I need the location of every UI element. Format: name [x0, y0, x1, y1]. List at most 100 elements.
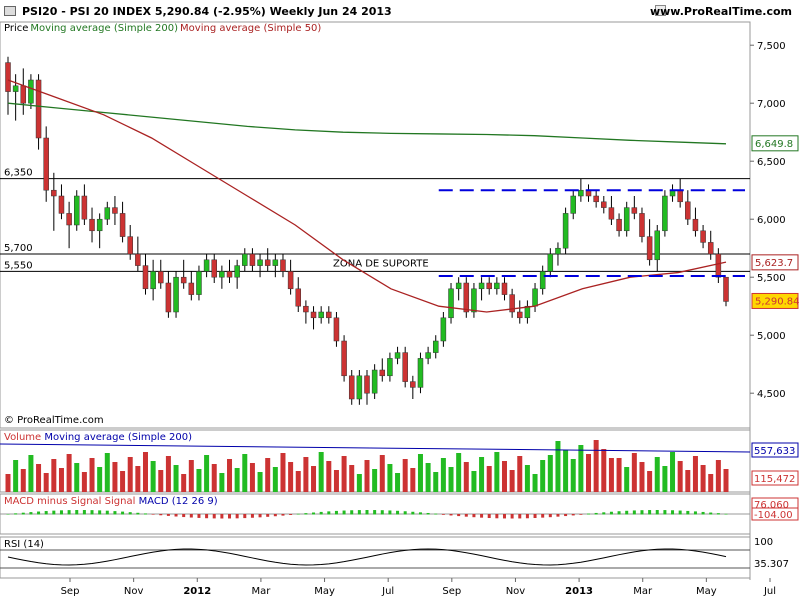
macd-bar — [235, 514, 239, 519]
macd-bar — [250, 514, 254, 518]
candle-body — [432, 340, 439, 353]
volume-bar — [524, 465, 530, 492]
macd-bar — [258, 514, 262, 518]
chart-icon — [4, 6, 16, 16]
candle-body — [341, 340, 347, 377]
macd-tag-label: -104.00 — [754, 510, 793, 521]
volume-bar — [593, 440, 599, 492]
candle-body — [440, 317, 447, 342]
macd-signal-legend: Signal — [104, 496, 136, 507]
candle-body — [616, 218, 622, 232]
minimize-icon[interactable] — [655, 5, 666, 16]
volume-bar — [486, 466, 492, 492]
macd-bar — [90, 510, 94, 515]
candle-body — [28, 79, 34, 104]
candle-body — [494, 282, 500, 290]
candle-body — [570, 195, 576, 214]
candle-body — [188, 282, 195, 295]
volume-bar — [700, 465, 706, 492]
candle-body — [5, 62, 11, 92]
volume-bar — [356, 474, 362, 492]
macd-bar — [609, 511, 613, 515]
macd-bar — [350, 510, 354, 515]
level-label: 5,550 — [4, 260, 33, 271]
volume-bar — [43, 473, 49, 492]
x-tick-label: Nov — [506, 586, 526, 597]
candle-body — [196, 271, 202, 295]
candle-body — [578, 189, 584, 197]
candle-body — [66, 213, 72, 226]
volume-tag-box — [751, 442, 799, 458]
macd-bar — [411, 511, 415, 515]
volume-bar — [387, 464, 393, 492]
volume-bar — [410, 468, 416, 492]
volume-bar — [586, 454, 592, 492]
legend-ma50: Moving average (Simple 50) — [180, 23, 322, 34]
macd-bar — [556, 514, 560, 517]
volume-bar — [341, 456, 347, 492]
volume-bar — [692, 456, 698, 492]
candle-body — [180, 276, 187, 284]
candle-body — [425, 352, 431, 359]
macd-bar — [441, 514, 445, 515]
volume-bar — [58, 468, 64, 492]
macd-bar — [243, 514, 247, 519]
volume-bar — [349, 465, 355, 492]
macd-bar — [617, 511, 621, 515]
candle-body — [127, 236, 133, 255]
volume-bar — [670, 452, 676, 492]
macd-bar — [357, 510, 361, 515]
volume-bar — [89, 458, 95, 492]
volume-bar — [616, 458, 622, 492]
volume-bar — [425, 463, 431, 492]
macd-bar — [304, 513, 308, 515]
volume-bar — [257, 472, 263, 492]
candle-body — [326, 311, 332, 319]
macd-bar — [273, 514, 277, 517]
candle-body — [81, 195, 88, 220]
volume-bar — [127, 457, 133, 492]
candle-body — [387, 358, 393, 377]
macd-bar — [174, 514, 178, 517]
macd-bar — [449, 514, 453, 516]
candle-body — [639, 213, 645, 237]
macd-bar — [716, 513, 720, 515]
volume-bar — [563, 450, 569, 492]
x-tick-label: Sep — [442, 586, 461, 597]
volume-bar — [501, 461, 507, 492]
volume-bar — [211, 464, 217, 492]
volume-bar — [433, 472, 439, 492]
volume-bar — [601, 449, 607, 492]
macd-bar — [21, 512, 25, 515]
macd-legend: MACD minus Signal Signal MACD (12 26 9) — [4, 496, 218, 507]
volume-bar — [120, 471, 126, 492]
y-tick-label: 6,500 — [757, 157, 786, 168]
candle-body — [402, 352, 408, 382]
volume-bar — [280, 453, 286, 492]
macd-tag-label: 76.060 — [754, 500, 789, 511]
macd-bar — [143, 513, 147, 515]
rsi-panel-frame — [0, 536, 751, 579]
volume-bar — [509, 470, 515, 492]
candle-body — [203, 259, 210, 272]
candle-body — [249, 253, 256, 266]
volume-bar — [165, 456, 171, 492]
volume-bar — [517, 456, 523, 492]
candle-body — [150, 271, 156, 290]
volume-bar — [158, 470, 164, 492]
volume-bar — [372, 469, 378, 492]
macd-bar — [327, 511, 331, 515]
candle-body — [165, 282, 172, 313]
candle-body — [43, 137, 49, 191]
volume-bar — [204, 455, 210, 492]
volume-bar — [631, 453, 637, 492]
candle-body — [295, 288, 302, 307]
candle-body — [723, 276, 729, 302]
candle-body — [257, 259, 263, 266]
volume-bar — [417, 454, 423, 492]
macd-bar — [518, 514, 522, 519]
volume-bar — [51, 459, 57, 492]
macd-bar — [594, 512, 598, 515]
candle-body — [318, 311, 324, 319]
candle-body — [685, 201, 691, 220]
